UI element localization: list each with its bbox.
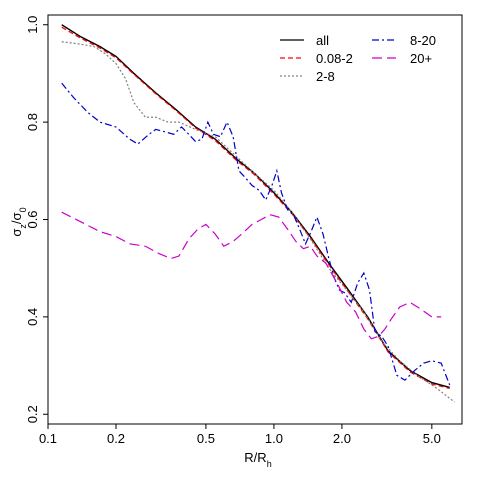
x-tick-label: 2.0 — [333, 431, 351, 446]
x-tick-label: 1.0 — [265, 431, 283, 446]
x-tick-label: 0.5 — [197, 431, 215, 446]
y-tick-label: 1.0 — [25, 16, 40, 34]
x-tick-label: 5.0 — [423, 431, 441, 446]
series-layer — [61, 24, 455, 403]
tick-layer: 0.1 0.2 0.5 1.0 2.0 5.0 0.2 0.4 0.6 0.8 1.0 — [25, 16, 441, 446]
y-tick-label: 0.4 — [25, 308, 40, 326]
series-line-20+ — [61, 211, 442, 340]
series-line-8-20 — [61, 82, 451, 386]
legend-label-all: all — [316, 33, 329, 48]
legend-label-2-8: 2-8 — [316, 69, 335, 84]
series-line-2-8 — [61, 41, 455, 403]
y-tick-label: 0.8 — [25, 113, 40, 131]
series-line-all — [61, 24, 450, 389]
y-tick-label: 0.6 — [25, 210, 40, 228]
series-line-0.08-2 — [61, 26, 450, 390]
x-tick-label: 0.2 — [107, 431, 125, 446]
y-axis-label: σz/σ0 — [9, 207, 28, 236]
y-tick-label: 0.2 — [25, 405, 40, 423]
legend-label-20+: 20+ — [410, 51, 432, 66]
x-axis-label: R/Rh — [244, 450, 271, 469]
legend-label-8-20: 8-20 — [410, 33, 436, 48]
x-tick-label: 0.1 — [39, 431, 57, 446]
legend: all 0.08-2 2-8 8-20 20+ — [280, 33, 436, 84]
legend-label-0.08-2: 0.08-2 — [316, 51, 353, 66]
